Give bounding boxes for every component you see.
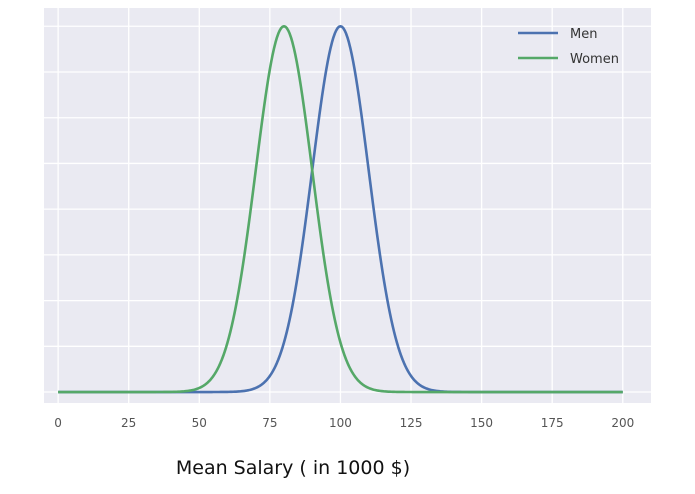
x-tick-label: 75 [262,416,277,430]
x-tick-label: 150 [470,416,493,430]
series-line-women [58,24,623,394]
x-tick-label: 200 [611,416,634,430]
x-axis-label: Mean Salary ( in 1000 $) [176,457,410,479]
x-tick-label: 100 [329,416,352,430]
plot-background [44,8,651,403]
legend-label-women: Women [570,52,619,67]
x-tick-labels: 0 25 50 75 100 125 150 175 200 [54,416,634,430]
x-tick-label: 25 [121,416,136,430]
legend: Men Women [518,27,619,67]
x-tick-label: 0 [54,416,62,430]
x-tick-label: 175 [541,416,564,430]
x-tick-label: 50 [192,416,207,430]
x-tick-label: 125 [400,416,423,430]
legend-label-men: Men [570,27,597,42]
series-lines [58,24,623,394]
grid [44,8,651,403]
